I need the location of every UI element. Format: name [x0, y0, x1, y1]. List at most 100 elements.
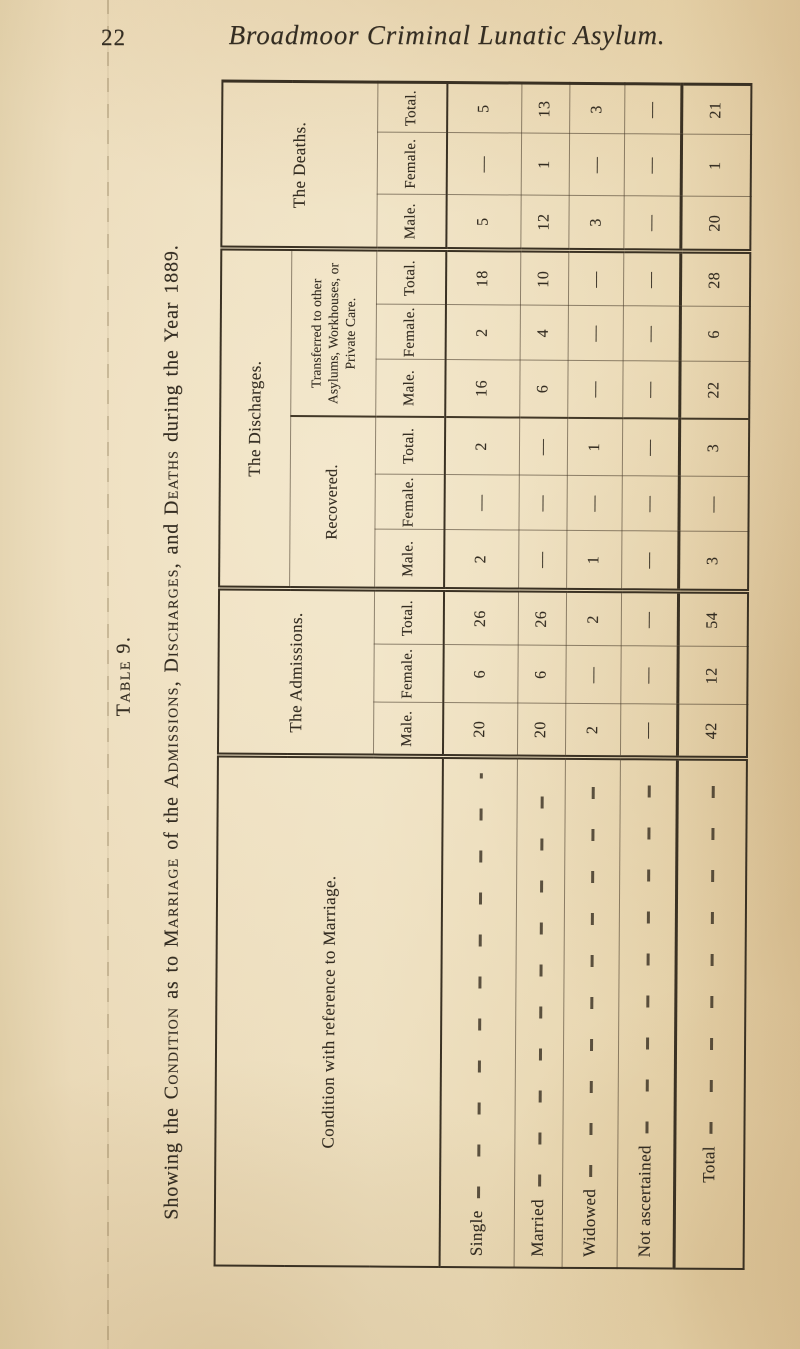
row-label-cell: Married [513, 757, 565, 1268]
subgroup-header-transferred: Transferred to other Asylums, Workhouses… [289, 248, 376, 417]
data-cell: 12 [519, 195, 569, 251]
row-label-cell: Widowed [561, 757, 620, 1269]
caption-text: , [160, 672, 183, 687]
table-caption: Showing the Condition as to Marriage of … [161, 244, 184, 1219]
data-cell: 18 [445, 249, 520, 306]
data-cell: — [620, 531, 678, 592]
col-header-admissions-male: Male. [372, 702, 443, 758]
table-row: Married 20 6 26— — —6 4 10 12 1 13 [513, 83, 569, 1268]
row-label-cell: Not ascertained [616, 758, 677, 1269]
data-cell: 12 [676, 646, 748, 706]
row-label-cell: Single [439, 757, 517, 1268]
data-cell: 2 [565, 590, 621, 647]
data-cell: 20 [679, 196, 751, 253]
leader-dashes [588, 774, 595, 1177]
leader-dashes [476, 773, 483, 1199]
marriage-condition-table: Condition with reference to Marriage. Th… [213, 79, 752, 1271]
col-header-deaths-male: Male. [375, 194, 447, 250]
data-cell: — [566, 360, 623, 419]
data-cell: — [619, 646, 678, 705]
table-row: Widowed 2—2 1—1— — —3—3 [561, 83, 624, 1269]
data-cell: 5 [445, 194, 521, 251]
group-header-discharges: The Discharges. [218, 248, 291, 589]
subgroup-header-recovered: Recovered. [288, 415, 375, 590]
col-header-deaths-total: Total. [376, 82, 447, 133]
data-cell: — [565, 475, 622, 532]
data-cell: 1 [520, 133, 569, 196]
data-cell: — [621, 418, 679, 477]
data-cell: 2 [443, 530, 518, 591]
col-header-transferred-male: Male. [374, 359, 446, 418]
data-cell: — [517, 475, 567, 531]
rotated-table-region: Condition with reference to Marriage. Th… [213, 79, 752, 1271]
col-header-recovered-total: Total. [374, 416, 445, 476]
data-cell: 16 [444, 360, 520, 418]
data-cell: 22 [678, 361, 750, 420]
col-header-recovered-male: Male. [373, 529, 444, 591]
table-number-label: Table 9. [112, 635, 135, 717]
col-header-transferred-total: Total. [375, 249, 446, 306]
data-cell: 20 [442, 703, 517, 758]
row-label-wrap: Widowed [579, 760, 602, 1267]
caption-text: Showing the [160, 1099, 183, 1220]
table-body: Single 20 6 26 2—2 16 2 18 5—5 Married 20 6 26— — —6 4 1… [439, 82, 751, 1270]
data-cell: — [567, 305, 623, 362]
caption-keyword: Deaths [160, 449, 183, 516]
group-header-admissions: The Admissions. [217, 588, 374, 757]
table-row: Single 20 6 26 2—2 16 2 18 5—5 [439, 82, 521, 1268]
data-cell: 21 [680, 84, 751, 136]
table-row: Total 42 12 54 3—3 22 6 28 20 1 21 [673, 84, 751, 1270]
data-cell: — [623, 134, 681, 197]
caption-text: , and [160, 515, 183, 569]
data-cell: — [446, 132, 521, 196]
data-cell: 1 [566, 417, 622, 477]
data-cell: — [622, 251, 680, 307]
row-label: Married [527, 1199, 547, 1257]
data-cell: 3 [567, 195, 624, 252]
data-cell: — [564, 645, 621, 705]
data-cell: 1 [680, 134, 751, 198]
table-header: Condition with reference to Marriage. Th… [214, 81, 447, 1268]
data-cell: 26 [443, 590, 518, 646]
data-cell: 2 [564, 703, 620, 759]
leader-dashes [644, 774, 650, 1134]
data-cell: 2 [444, 417, 519, 476]
row-label: Widowed [578, 1188, 599, 1258]
running-title: Broadmoor Criminal Lunatic Asylum. [228, 20, 666, 50]
row-label-wrap: Married [527, 760, 550, 1267]
group-header-deaths: The Deaths. [220, 81, 377, 250]
data-cell: 42 [676, 704, 747, 760]
data-cell: 1 [565, 530, 621, 592]
row-label: Total [698, 1146, 719, 1183]
col-header-recovered-female: Female. [373, 474, 445, 531]
caption-keyword: Discharges [160, 568, 183, 673]
data-cell: 6 [518, 360, 568, 418]
leader-dashes [708, 775, 715, 1135]
caption-text: of the [160, 788, 183, 858]
row-label-wrap: Single [466, 760, 489, 1267]
data-cell: 20 [516, 703, 565, 758]
data-cell: — [620, 476, 679, 532]
data-cell: — [620, 591, 678, 647]
data-cell: 10 [519, 250, 568, 306]
caption-text: during the Year 1889. [160, 244, 183, 450]
caption-keyword: Admissions [160, 686, 183, 789]
row-label: Single [466, 1210, 486, 1257]
col-header-admissions-female: Female. [372, 644, 444, 704]
row-label-wrap: Not ascertained [634, 761, 657, 1268]
table-row: Not ascertained — — — — — — — — — — — — [616, 84, 681, 1269]
data-cell: — [622, 196, 681, 252]
data-cell: 54 [677, 591, 748, 648]
data-cell: — [623, 84, 681, 135]
leader-dashes [537, 774, 543, 1188]
data-cell: — [518, 417, 567, 476]
data-cell: — [621, 361, 680, 419]
data-cell: 6 [442, 645, 518, 704]
col-header-deaths-female: Female. [376, 132, 447, 195]
data-cell: — [517, 530, 566, 591]
data-cell: 6 [516, 645, 566, 704]
page-number: 22 [101, 25, 126, 50]
row-label-wrap: Total [698, 761, 721, 1268]
data-cell: 28 [679, 251, 750, 308]
